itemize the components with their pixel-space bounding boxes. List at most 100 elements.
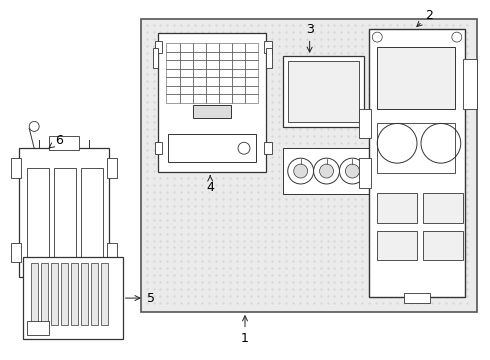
Bar — [193, 69, 206, 77]
Bar — [245, 43, 258, 51]
Bar — [232, 94, 245, 103]
Bar — [219, 94, 232, 103]
Bar — [377, 123, 455, 173]
Bar — [152, 48, 158, 68]
Bar — [179, 43, 193, 51]
Bar — [169, 134, 256, 162]
Bar — [193, 77, 206, 86]
Bar — [27, 168, 49, 262]
Bar — [288, 61, 359, 122]
Bar — [107, 243, 117, 262]
Bar — [206, 60, 219, 69]
Bar — [179, 69, 193, 77]
Bar — [167, 94, 179, 103]
Bar — [179, 51, 193, 60]
Bar — [27, 321, 49, 335]
Bar — [167, 51, 179, 60]
Bar — [141, 19, 477, 312]
Bar — [11, 243, 21, 262]
Bar — [206, 94, 219, 103]
Bar — [245, 60, 258, 69]
Bar — [264, 142, 272, 154]
Text: 6: 6 — [49, 134, 63, 148]
Bar — [167, 69, 179, 77]
Bar — [219, 51, 232, 60]
Bar — [193, 105, 231, 118]
Circle shape — [319, 164, 334, 178]
Circle shape — [92, 257, 102, 267]
Bar — [154, 41, 163, 53]
Bar — [232, 77, 245, 86]
Bar — [232, 51, 245, 60]
Bar — [377, 231, 417, 260]
Circle shape — [452, 32, 462, 42]
Bar — [11, 158, 21, 178]
Text: 4: 4 — [206, 176, 214, 194]
Bar — [377, 193, 417, 223]
Text: 2: 2 — [417, 9, 433, 27]
Bar — [245, 94, 258, 103]
Bar — [219, 77, 232, 86]
Bar — [19, 148, 109, 277]
Bar — [423, 193, 463, 223]
Bar — [179, 94, 193, 103]
Bar — [463, 59, 477, 109]
Bar — [193, 43, 206, 51]
Circle shape — [377, 123, 417, 163]
Bar — [31, 264, 38, 325]
Bar — [245, 69, 258, 77]
Bar — [49, 136, 79, 150]
Bar — [266, 48, 272, 68]
Bar — [158, 33, 266, 172]
Circle shape — [314, 158, 340, 184]
Circle shape — [238, 142, 250, 154]
Bar — [219, 86, 232, 94]
Bar — [81, 168, 103, 262]
Bar — [81, 264, 88, 325]
Bar — [232, 43, 245, 51]
Circle shape — [294, 164, 308, 178]
Bar — [219, 69, 232, 77]
Bar — [232, 69, 245, 77]
Text: 5: 5 — [125, 292, 154, 305]
Circle shape — [340, 158, 366, 184]
Circle shape — [372, 32, 382, 42]
Bar — [369, 29, 465, 297]
Circle shape — [345, 164, 359, 178]
Bar — [193, 51, 206, 60]
Bar — [245, 86, 258, 94]
Bar — [264, 41, 272, 53]
Bar — [219, 43, 232, 51]
Bar — [41, 264, 48, 325]
Bar — [71, 264, 78, 325]
Bar — [23, 257, 123, 339]
Circle shape — [26, 257, 36, 267]
Bar — [91, 264, 98, 325]
Bar — [107, 158, 117, 178]
Bar — [423, 231, 463, 260]
Bar — [61, 264, 68, 325]
Bar — [206, 51, 219, 60]
Text: 1: 1 — [241, 316, 249, 345]
Bar — [283, 56, 365, 127]
Bar — [219, 60, 232, 69]
Bar — [179, 86, 193, 94]
Bar — [206, 43, 219, 51]
Bar — [283, 148, 372, 194]
Bar — [245, 51, 258, 60]
Bar — [51, 264, 58, 325]
Bar — [377, 47, 455, 109]
Bar — [193, 94, 206, 103]
Bar — [179, 77, 193, 86]
Bar — [359, 158, 371, 188]
Bar — [167, 86, 179, 94]
Bar — [206, 69, 219, 77]
Bar — [167, 43, 179, 51]
Bar — [54, 168, 76, 262]
Circle shape — [288, 158, 314, 184]
Bar — [404, 293, 430, 303]
Bar — [206, 86, 219, 94]
Bar — [101, 264, 108, 325]
Bar — [167, 60, 179, 69]
Text: 3: 3 — [306, 23, 314, 52]
